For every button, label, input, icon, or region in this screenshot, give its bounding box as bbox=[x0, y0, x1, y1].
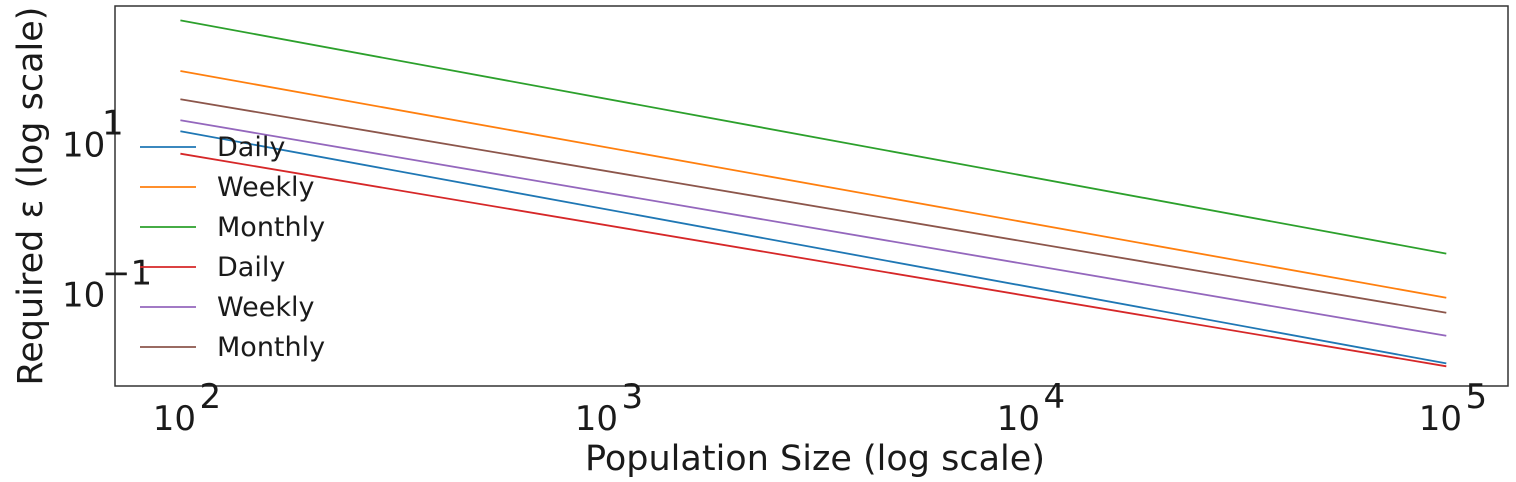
x-tick-2: 103 bbox=[575, 377, 643, 439]
x-tick-label-exponent: 2 bbox=[200, 377, 222, 417]
x-tick-4: 105 bbox=[1419, 377, 1487, 439]
legend-label: Monthly bbox=[217, 332, 325, 363]
legend-label: Daily bbox=[217, 132, 285, 163]
legend-item-2: Weekly bbox=[140, 172, 314, 203]
y-tick-1: 101 bbox=[62, 103, 124, 165]
y-tick-label-exponent: −1 bbox=[102, 253, 152, 293]
y-tick-label-base: 10 bbox=[62, 125, 105, 165]
series-line-1 bbox=[180, 130, 1447, 365]
y-tick-label-base: 10 bbox=[62, 275, 105, 315]
legend: Daily Weekly Monthly Daily Weekly Monthly bbox=[140, 132, 325, 363]
legend-item-1: Daily bbox=[140, 132, 285, 163]
x-tick-label-base: 10 bbox=[1419, 399, 1462, 439]
series-layer bbox=[180, 19, 1447, 368]
legend-label: Daily bbox=[217, 252, 285, 283]
x-tick-label-base: 10 bbox=[575, 399, 618, 439]
legend-item-3: Monthly bbox=[140, 212, 325, 243]
series-line-6 bbox=[180, 98, 1447, 314]
x-tick-label-exponent: 4 bbox=[1044, 377, 1066, 417]
x-axis-label: Population Size (log scale) bbox=[585, 439, 1045, 479]
x-tick-label-exponent: 3 bbox=[622, 377, 644, 417]
legend-label: Weekly bbox=[217, 292, 314, 323]
legend-item-4: Daily bbox=[140, 252, 285, 283]
x-tick-label-base: 10 bbox=[997, 399, 1040, 439]
series-line-5 bbox=[180, 119, 1447, 337]
legend-label: Weekly bbox=[217, 172, 314, 203]
x-tick-1: 102 bbox=[153, 377, 221, 439]
legend-label: Monthly bbox=[217, 212, 325, 243]
series-line-4 bbox=[180, 152, 1447, 368]
x-tick-3: 104 bbox=[997, 377, 1065, 439]
legend-item-5: Weekly bbox=[140, 292, 314, 323]
series-line-3 bbox=[180, 19, 1447, 255]
x-tick-label-base: 10 bbox=[153, 399, 196, 439]
y-axis-label: Required ε (log scale) bbox=[11, 7, 51, 386]
x-tick-label-exponent: 5 bbox=[1466, 377, 1488, 417]
plot-frame bbox=[114, 5, 1509, 387]
series-line-2 bbox=[180, 70, 1447, 299]
y-tick-label-exponent: 1 bbox=[102, 103, 124, 143]
legend-item-6: Monthly bbox=[140, 332, 325, 363]
y-tick-2: 10−1 bbox=[62, 253, 152, 315]
